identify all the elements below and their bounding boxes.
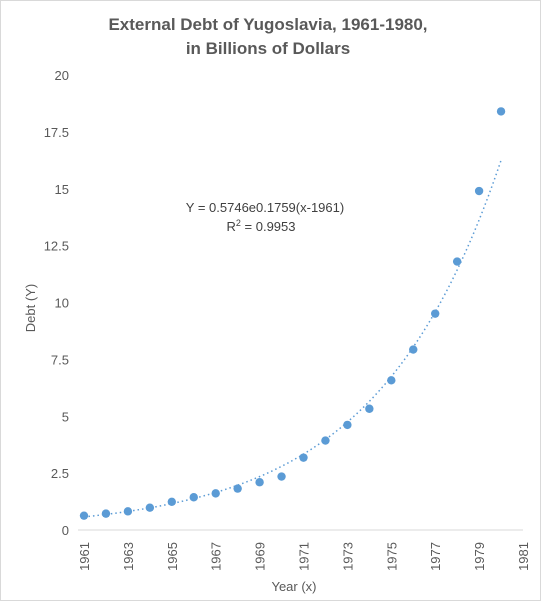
data-point — [211, 489, 220, 498]
data-point — [189, 493, 198, 502]
x-tick-label: 1971 — [297, 542, 312, 571]
data-point — [123, 507, 133, 516]
x-tick-label: 1967 — [209, 542, 224, 571]
data-point — [474, 186, 484, 196]
x-tick-label: 1977 — [428, 542, 443, 571]
data-point — [431, 309, 440, 318]
x-tick-label: 1975 — [384, 542, 399, 571]
x-tick-label: 1963 — [121, 542, 136, 571]
y-tick-label: 15 — [55, 182, 69, 197]
data-point — [452, 257, 462, 266]
y-tick-label: 2.5 — [51, 466, 69, 481]
r-squared-value: = 0.9953 — [241, 219, 296, 234]
data-point — [321, 436, 330, 445]
r-squared-label: R2 = 0.9953 — [227, 218, 296, 234]
x-axis-title: Year (x) — [271, 579, 316, 594]
data-point — [233, 484, 242, 493]
data-point — [387, 376, 396, 385]
x-tick-label: 1965 — [165, 542, 180, 571]
data-point — [299, 453, 308, 462]
data-point — [365, 404, 374, 413]
data-point — [255, 478, 264, 487]
y-tick-label: 0 — [62, 523, 69, 538]
data-point — [101, 509, 111, 518]
r-squared-superscript: 2 — [236, 218, 241, 228]
chart-title-line-2: in Billions of Dollars — [186, 39, 350, 58]
trendline-equation: Y = 0.5746e0.1759(x-1961) — [186, 200, 344, 215]
y-tick-labels: 0 2.5 5 7.5 10 12.5 15 17.5 20 — [44, 68, 69, 538]
x-tick-label: 1979 — [472, 542, 487, 571]
data-point — [167, 497, 176, 506]
y-tick-label: 10 — [55, 296, 69, 311]
y-tick-label: 7.5 — [51, 352, 69, 367]
trendline — [83, 160, 502, 518]
x-tick-label: 1969 — [253, 542, 268, 571]
data-point — [145, 503, 155, 512]
y-tick-label: 20 — [55, 68, 69, 83]
data-point — [277, 472, 286, 481]
r-squared-prefix: R — [227, 219, 236, 234]
y-tick-label: 5 — [62, 409, 69, 424]
data-point — [496, 107, 506, 116]
data-points — [79, 107, 506, 520]
x-tick-labels: 1961 1963 1965 1967 1969 1971 1973 1975 1977 1979… — [77, 542, 531, 571]
y-tick-label: 17.5 — [44, 125, 69, 140]
data-point — [343, 420, 352, 430]
chart-title-line-1: External Debt of Yugoslavia, 1961-1980, — [108, 15, 427, 34]
data-point — [409, 345, 418, 354]
y-tick-label: 12.5 — [44, 239, 69, 254]
data-point — [79, 511, 89, 520]
x-tick-label: 1961 — [77, 542, 92, 571]
y-axis-title: Debt (Y) — [23, 284, 38, 332]
x-tick-label: 1973 — [340, 542, 355, 571]
x-tick-label: 1981 — [516, 542, 531, 571]
